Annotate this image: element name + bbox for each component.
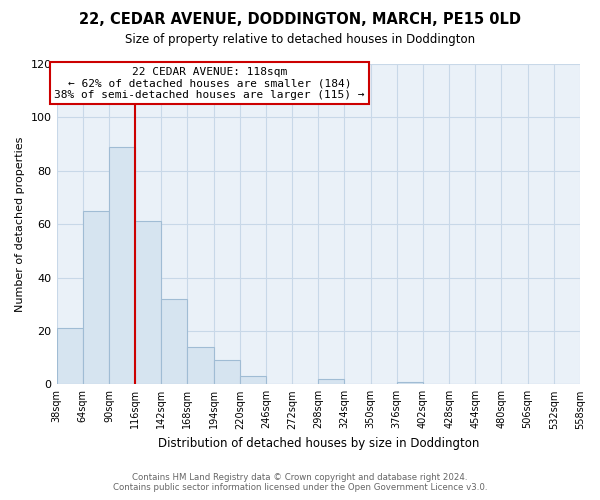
Text: 22, CEDAR AVENUE, DODDINGTON, MARCH, PE15 0LD: 22, CEDAR AVENUE, DODDINGTON, MARCH, PE1…	[79, 12, 521, 28]
Bar	[135, 222, 161, 384]
Text: Size of property relative to detached houses in Doddington: Size of property relative to detached ho…	[125, 32, 475, 46]
Bar	[318, 379, 344, 384]
Bar	[109, 146, 135, 384]
Bar	[397, 382, 423, 384]
X-axis label: Distribution of detached houses by size in Doddington: Distribution of detached houses by size …	[158, 437, 479, 450]
Bar	[240, 376, 266, 384]
Bar	[214, 360, 240, 384]
Bar	[187, 347, 214, 385]
Bar	[56, 328, 83, 384]
Bar	[161, 299, 187, 384]
Text: 22 CEDAR AVENUE: 118sqm
← 62% of detached houses are smaller (184)
38% of semi-d: 22 CEDAR AVENUE: 118sqm ← 62% of detache…	[55, 66, 365, 100]
Y-axis label: Number of detached properties: Number of detached properties	[15, 136, 25, 312]
Text: Contains HM Land Registry data © Crown copyright and database right 2024.
Contai: Contains HM Land Registry data © Crown c…	[113, 473, 487, 492]
Bar	[83, 211, 109, 384]
